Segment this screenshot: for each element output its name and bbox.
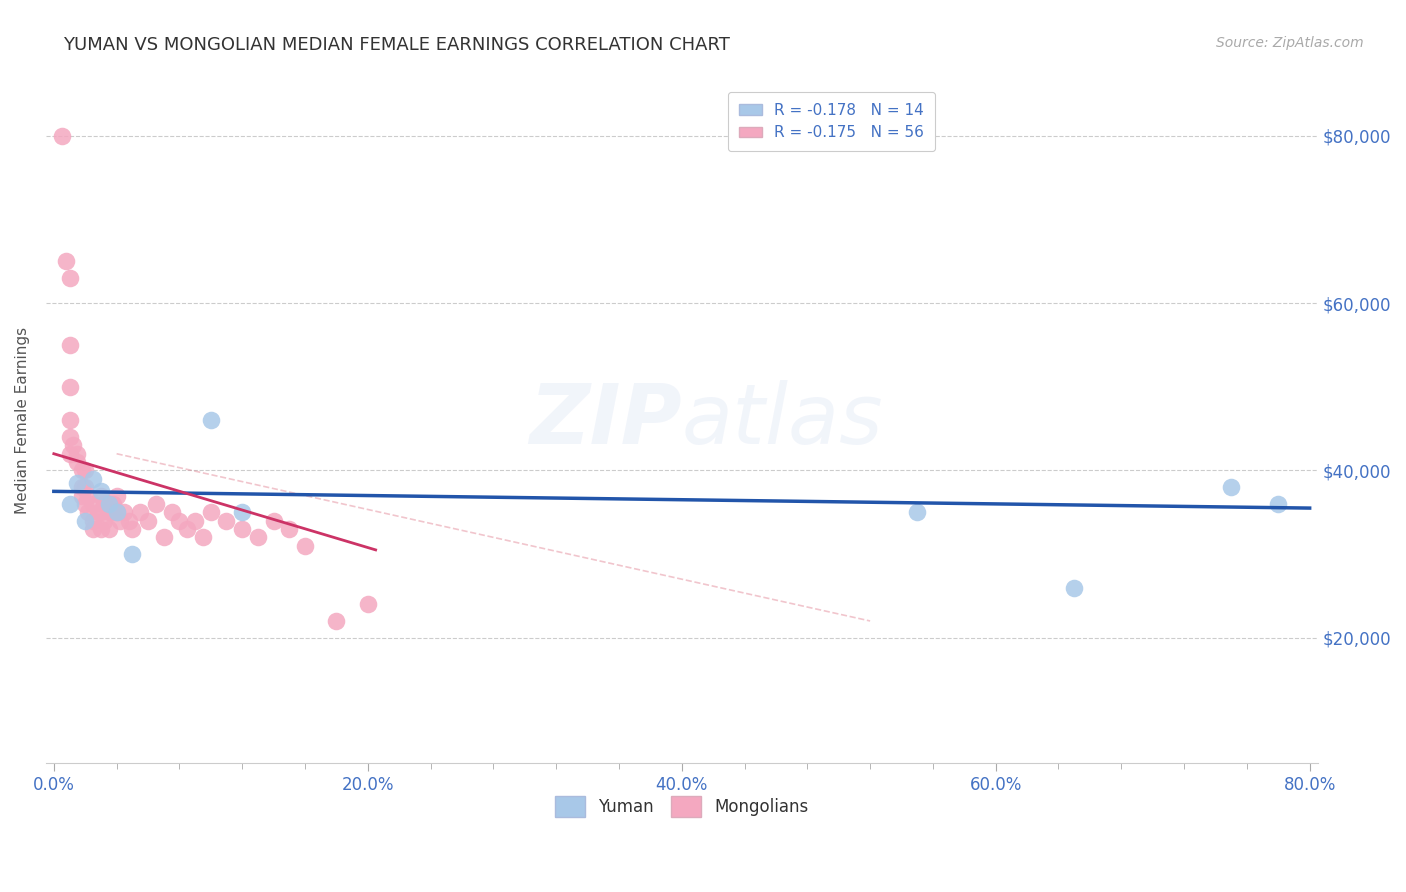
Point (93, 514, 115, 528)
Point (66, 475, 89, 490)
Point (121, 547, 143, 561)
Point (75, 514, 97, 528)
Point (246, 530, 269, 544)
Point (90, 505, 112, 519)
Point (58, 430, 80, 444)
Point (90, 522, 112, 536)
Point (62, 438, 84, 452)
Point (97, 497, 120, 511)
Point (160, 505, 183, 519)
Point (58, 413, 80, 427)
Point (58, 271, 80, 285)
Text: YUMAN VS MONGOLIAN MEDIAN FEMALE EARNINGS CORRELATION CHART: YUMAN VS MONGOLIAN MEDIAN FEMALE EARNING… (63, 36, 730, 54)
Point (357, 597, 380, 611)
Point (176, 522, 198, 536)
Point (58, 338, 80, 352)
Point (145, 497, 167, 511)
Point (77, 505, 100, 519)
Point (82, 522, 104, 536)
Point (90, 489, 112, 503)
Point (184, 514, 207, 528)
Point (263, 514, 285, 528)
Point (97, 505, 120, 519)
Point (1220, 480, 1243, 494)
Point (905, 505, 928, 519)
Text: atlas: atlas (682, 380, 883, 461)
Point (75, 480, 97, 494)
Point (82, 472, 104, 486)
Point (105, 489, 128, 503)
Point (231, 522, 253, 536)
Point (114, 505, 136, 519)
Point (215, 514, 238, 528)
Point (294, 539, 316, 553)
Point (51, 128, 73, 143)
Point (169, 514, 191, 528)
Point (70, 489, 93, 503)
Point (200, 505, 222, 519)
Point (58, 380, 80, 394)
Point (121, 522, 143, 536)
Text: ZIP: ZIP (529, 380, 682, 461)
Point (231, 505, 253, 519)
Point (1267, 497, 1289, 511)
Point (58, 497, 80, 511)
Point (66, 455, 89, 469)
Point (191, 530, 214, 544)
Point (1063, 581, 1085, 595)
Point (152, 530, 174, 544)
Point (118, 514, 141, 528)
Point (108, 514, 131, 528)
Y-axis label: Median Female Earnings: Median Female Earnings (15, 326, 30, 514)
Point (75, 497, 97, 511)
Point (87, 505, 110, 519)
Point (55, 254, 77, 268)
Point (70, 480, 93, 494)
Point (77, 489, 100, 503)
Point (82, 514, 104, 528)
Point (70, 463, 93, 477)
Point (58, 447, 80, 461)
Point (82, 497, 104, 511)
Point (97, 522, 120, 536)
Point (66, 447, 89, 461)
Point (90, 484, 112, 499)
Legend: Yuman, Mongolians: Yuman, Mongolians (548, 789, 815, 823)
Point (93, 497, 115, 511)
Point (105, 505, 128, 519)
Point (103, 497, 125, 511)
Point (105, 505, 128, 519)
Point (75, 463, 97, 477)
Point (325, 614, 347, 628)
Point (136, 514, 159, 528)
Point (129, 505, 152, 519)
Point (200, 413, 222, 427)
Point (103, 505, 125, 519)
Text: Source: ZipAtlas.com: Source: ZipAtlas.com (1216, 36, 1364, 50)
Point (278, 522, 301, 536)
